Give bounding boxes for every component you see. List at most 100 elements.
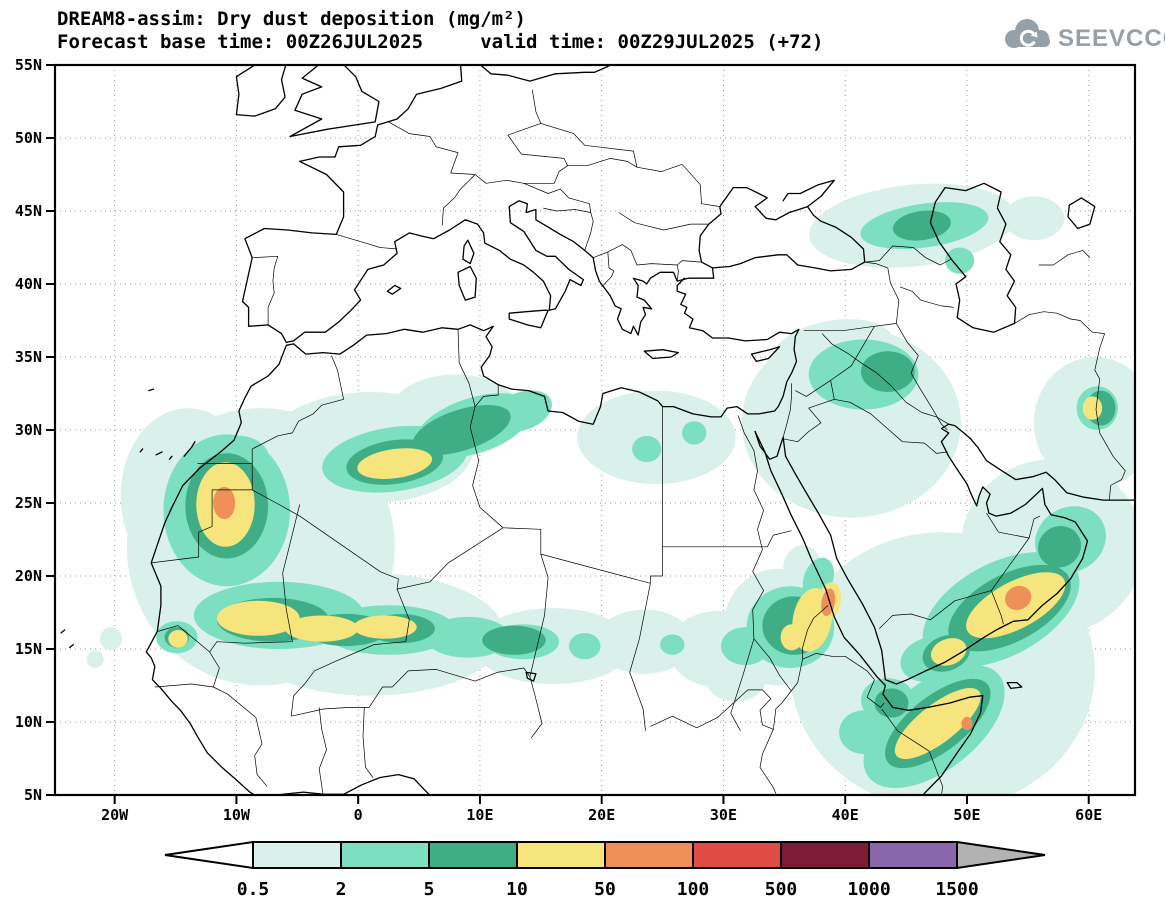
- cloud-refresh-icon: [1005, 19, 1050, 48]
- colorbar-segment: [340, 841, 430, 869]
- country-border: [896, 323, 948, 431]
- dust-contour: [357, 448, 433, 479]
- lat-tick-label: 40N: [15, 275, 42, 293]
- country-border: [618, 212, 709, 231]
- coastline: [272, 773, 431, 795]
- coastline: [148, 388, 155, 392]
- country-border: [252, 255, 279, 325]
- country-border: [529, 553, 549, 677]
- coastline: [754, 430, 984, 795]
- country-border: [759, 659, 803, 795]
- country-border: [629, 583, 651, 731]
- lon-tick-label: 30E: [710, 806, 737, 824]
- country-border: [469, 384, 504, 529]
- chart-subtitle: Forecast base time: 00Z26JUL2025 valid t…: [57, 31, 824, 53]
- country-border: [864, 261, 888, 269]
- coastline: [168, 455, 173, 460]
- dust-contour: [894, 687, 981, 760]
- country-border: [803, 323, 897, 332]
- coastline: [782, 179, 835, 208]
- axis-labels: 55N 50N 45N 40N 35N 30N 25N 20N 15N 10N 5N 20W 10W 0 1…: [15, 56, 1102, 824]
- dust-contour: [682, 421, 707, 445]
- coastline: [929, 182, 1017, 333]
- colorbar-label: 500: [765, 879, 798, 900]
- country-border: [676, 264, 679, 282]
- dust-contour: [945, 247, 975, 274]
- country-border: [1094, 333, 1126, 501]
- country-border: [783, 380, 835, 443]
- country-border: [503, 527, 651, 584]
- coastline: [235, 65, 287, 117]
- country-border: [154, 625, 220, 688]
- lat-tick-label: 10N: [15, 713, 42, 731]
- dust-contour: [595, 609, 693, 674]
- colorbar-label: 100: [677, 879, 710, 900]
- country-border: [291, 686, 393, 717]
- colorbar-label: 1000: [847, 879, 890, 900]
- dust-contour: [632, 435, 662, 463]
- river: [821, 333, 949, 425]
- country-border: [802, 604, 829, 660]
- colorbar-segment: [604, 841, 694, 869]
- coastline: [479, 65, 612, 82]
- river: [737, 415, 764, 639]
- dust-contour: [216, 600, 300, 636]
- coastline: [299, 65, 463, 163]
- dust-contour: [780, 624, 803, 651]
- coastline: [68, 643, 74, 649]
- coastline: [139, 448, 144, 453]
- lat-tick-label: 20N: [15, 567, 42, 585]
- dust-contour: [100, 627, 122, 651]
- colorbar-segment: [868, 841, 958, 869]
- lon-tick-label: 10E: [466, 806, 493, 824]
- dust-contour: [1003, 196, 1065, 241]
- dust-contour: [861, 351, 915, 392]
- country-border: [991, 515, 1041, 591]
- colorbar-segment: [692, 841, 782, 869]
- lat-tick-label: 5N: [24, 786, 42, 804]
- country-border: [650, 546, 663, 584]
- country-border: [251, 355, 344, 464]
- coastline: [508, 309, 549, 329]
- country-border: [388, 121, 720, 207]
- lat-tick-label: 15N: [15, 640, 42, 658]
- colorbar-segment: [780, 841, 870, 869]
- country-border: [1038, 250, 1091, 266]
- coastline: [289, 65, 380, 138]
- country-border: [830, 326, 875, 381]
- lat-tick-label: 35N: [15, 348, 42, 366]
- lat-tick-label: 25N: [15, 494, 42, 512]
- colorbar-arrow-left: [164, 840, 254, 870]
- coastline: [241, 160, 866, 344]
- coastline: [155, 451, 163, 456]
- dust-deposition-layer: [86, 183, 1135, 795]
- dust-contour: [568, 633, 601, 660]
- dust-contour: [660, 634, 685, 655]
- country-border: [213, 686, 268, 787]
- coastline: [754, 430, 784, 460]
- coastline: [525, 671, 537, 682]
- lon-tick-label: 60E: [1075, 806, 1102, 824]
- colorbar-label: 0.5: [237, 879, 270, 900]
- dust-contour: [721, 627, 770, 666]
- country-border: [834, 398, 948, 454]
- coastline: [1006, 681, 1023, 690]
- coastline: [60, 629, 66, 634]
- lon-tick-label: 10W: [223, 806, 251, 824]
- dust-contour: [1082, 396, 1103, 420]
- lat-tick-label: 30N: [15, 421, 42, 439]
- dust-contour: [285, 615, 359, 642]
- colorbar: 0.5 2 5 10 50 100 500 1000 1500: [164, 840, 1046, 900]
- coastline: [643, 349, 680, 360]
- coastline: [457, 265, 477, 301]
- colorbar-label: 10: [506, 879, 528, 900]
- coastline: [782, 423, 1135, 685]
- dust-contour: [86, 650, 104, 668]
- dust-contour: [1037, 526, 1082, 568]
- country-border: [507, 89, 568, 166]
- dust-contour: [961, 716, 973, 731]
- country-border: [866, 679, 885, 708]
- country-border: [662, 530, 792, 548]
- country-border: [881, 708, 943, 795]
